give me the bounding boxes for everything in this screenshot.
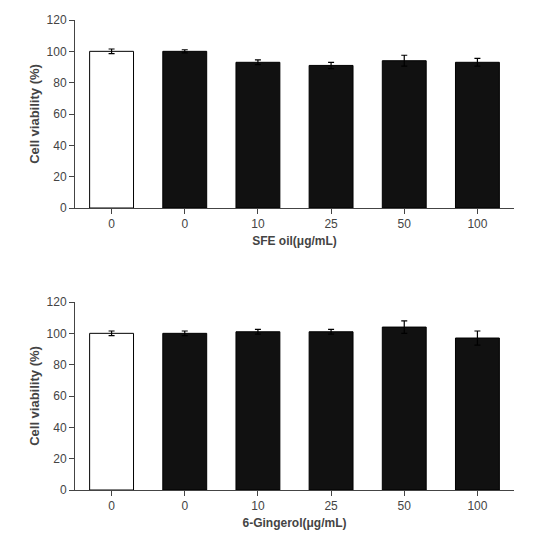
svg-text:40: 40 — [53, 139, 67, 153]
svg-text:120: 120 — [47, 13, 67, 27]
svg-text:50: 50 — [398, 499, 412, 513]
svg-text:25: 25 — [324, 217, 338, 231]
svg-text:60: 60 — [53, 107, 67, 121]
svg-text:100: 100 — [467, 499, 487, 513]
svg-text:80: 80 — [53, 358, 67, 372]
svg-text:6-Gingerol(μg/mL): 6-Gingerol(μg/mL) — [242, 516, 346, 530]
svg-text:0: 0 — [108, 217, 115, 231]
svg-text:60: 60 — [53, 389, 67, 403]
svg-text:0: 0 — [108, 499, 115, 513]
svg-text:10: 10 — [251, 499, 265, 513]
svg-text:0: 0 — [60, 201, 67, 215]
svg-text:50: 50 — [398, 217, 412, 231]
svg-text:80: 80 — [53, 76, 67, 90]
svg-text:100: 100 — [467, 217, 487, 231]
svg-text:0: 0 — [181, 217, 188, 231]
svg-text:120: 120 — [47, 295, 67, 309]
svg-text:40: 40 — [53, 421, 67, 435]
svg-text:0: 0 — [60, 483, 67, 497]
svg-text:100: 100 — [47, 45, 67, 59]
svg-text:20: 20 — [53, 452, 67, 466]
svg-text:20: 20 — [53, 170, 67, 184]
svg-text:Cell viability (%): Cell viability (%) — [27, 64, 42, 164]
svg-text:0: 0 — [181, 499, 188, 513]
svg-text:25: 25 — [324, 499, 338, 513]
svg-text:100: 100 — [47, 327, 67, 341]
svg-text:Cell viability (%): Cell viability (%) — [27, 346, 42, 446]
svg-text:SFE oil(μg/mL): SFE oil(μg/mL) — [252, 234, 337, 248]
svg-text:10: 10 — [251, 217, 265, 231]
